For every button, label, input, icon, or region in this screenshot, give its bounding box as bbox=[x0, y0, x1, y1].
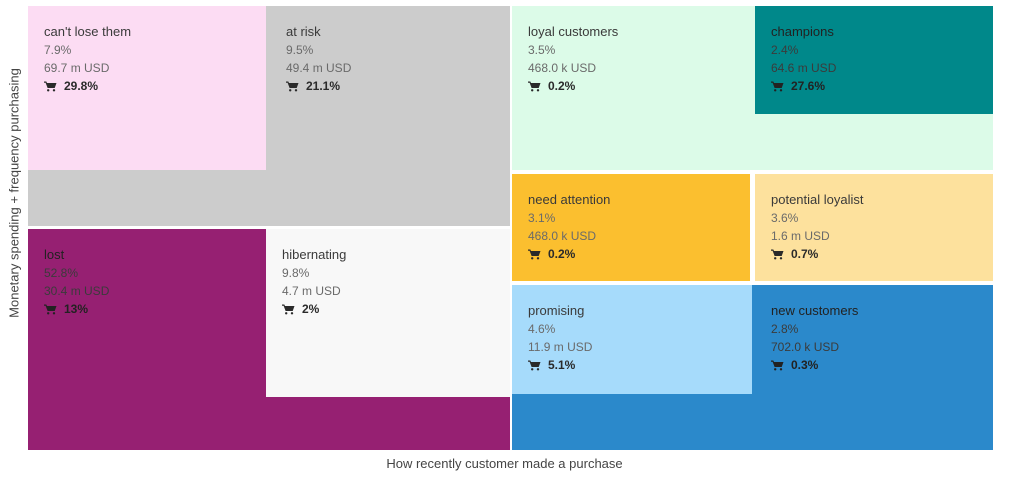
segment-revenue-share: 2% bbox=[282, 300, 496, 318]
segment-share-value: 0.3% bbox=[791, 358, 819, 372]
segment-customers-pct: 3.6% bbox=[771, 211, 799, 225]
segment-revenue: 1.6 m USD bbox=[771, 229, 830, 243]
shopping-cart-icon bbox=[771, 81, 791, 92]
segment-share-value: 0.7% bbox=[791, 247, 819, 261]
segment-customers-pct: 7.9% bbox=[44, 43, 72, 57]
segment-new-customers[interactable]: new customers 2.8% 702.0 k USD 0.3% bbox=[755, 285, 993, 450]
shopping-cart-icon bbox=[528, 360, 548, 371]
segment-lost[interactable]: lost 52.8% 30.4 m USD 13% bbox=[28, 229, 266, 450]
segment-cant-lose-them[interactable]: can't lose them 7.9% 69.7 m USD 29.8% bbox=[28, 6, 266, 170]
segment-revenue-share: 29.8% bbox=[44, 77, 252, 95]
segment-revenue: 4.7 m USD bbox=[282, 284, 341, 298]
segment-revenue: 702.0 k USD bbox=[771, 340, 840, 354]
segment-revenue-share: 27.6% bbox=[771, 77, 979, 95]
segment-revenue: 11.9 m USD bbox=[528, 340, 593, 354]
segment-revenue: 49.4 m USD bbox=[286, 61, 352, 75]
segment-revenue: 64.6 m USD bbox=[771, 61, 837, 75]
x-axis-label: How recently customer made a purchase bbox=[386, 456, 623, 471]
shopping-cart-icon bbox=[771, 249, 791, 260]
segment-name: potential loyalist bbox=[771, 192, 864, 207]
segment-name: champions bbox=[771, 24, 834, 39]
segment-name: need attention bbox=[528, 192, 611, 207]
shopping-cart-icon bbox=[528, 81, 548, 92]
segment-customers-pct: 3.5% bbox=[528, 43, 556, 57]
segment-revenue-share: 0.2% bbox=[528, 77, 738, 95]
segment-revenue-share: 13% bbox=[44, 300, 252, 318]
segment-share-value: 0.2% bbox=[548, 247, 576, 261]
segment-revenue: 30.4 m USD bbox=[44, 284, 110, 298]
segment-customers-pct: 9.8% bbox=[282, 266, 310, 280]
segment-revenue-share: 21.1% bbox=[286, 77, 496, 95]
segment-need-attention[interactable]: need attention 3.1% 468.0 k USD 0.2% bbox=[512, 174, 750, 281]
segment-customers-pct: 9.5% bbox=[286, 43, 314, 57]
segment-name: new customers bbox=[771, 303, 859, 318]
segment-champions[interactable]: champions 2.4% 64.6 m USD 27.6% bbox=[755, 6, 993, 114]
segment-loyal-customers[interactable]: loyal customers 3.5% 468.0 k USD 0.2% bbox=[512, 6, 752, 170]
segment-name: loyal customers bbox=[528, 24, 619, 39]
segment-hibernating[interactable]: hibernating 9.8% 4.7 m USD 2% bbox=[266, 229, 510, 397]
shopping-cart-icon bbox=[528, 249, 548, 260]
segment-revenue: 468.0 k USD bbox=[528, 229, 597, 243]
segment-at-risk[interactable]: at risk 9.5% 49.4 m USD 21.1% bbox=[270, 6, 510, 170]
shopping-cart-icon bbox=[282, 304, 302, 315]
segment-share-value: 0.2% bbox=[548, 79, 576, 93]
segment-revenue: 69.7 m USD bbox=[44, 61, 110, 75]
shopping-cart-icon bbox=[44, 81, 64, 92]
segment-revenue-share: 0.7% bbox=[771, 245, 979, 263]
shopping-cart-icon bbox=[771, 360, 791, 371]
segment-name: promising bbox=[528, 303, 585, 318]
segment-name: at risk bbox=[286, 24, 321, 39]
segment-potential-loyalist[interactable]: potential loyalist 3.6% 1.6 m USD 0.7% bbox=[755, 174, 993, 281]
segment-revenue-share: 0.2% bbox=[528, 245, 736, 263]
segment-share-value: 2% bbox=[302, 302, 320, 316]
shopping-cart-icon bbox=[44, 304, 64, 315]
segment-customers-pct: 52.8% bbox=[44, 266, 79, 280]
y-axis-label: Monetary spending + frequency purchasing bbox=[6, 68, 22, 318]
segment-customers-pct: 2.4% bbox=[771, 43, 799, 57]
segment-name: hibernating bbox=[282, 247, 347, 262]
segment-revenue-share: 0.3% bbox=[771, 356, 979, 374]
segment-revenue-share: 5.1% bbox=[528, 356, 738, 374]
segment-share-value: 21.1% bbox=[306, 79, 341, 93]
segment-customers-pct: 2.8% bbox=[771, 322, 799, 336]
shopping-cart-icon bbox=[286, 81, 306, 92]
segment-share-value: 27.6% bbox=[791, 79, 826, 93]
segment-revenue: 468.0 k USD bbox=[528, 61, 597, 75]
segment-customers-pct: 4.6% bbox=[528, 322, 556, 336]
segment-name: can't lose them bbox=[44, 24, 132, 39]
segment-share-value: 5.1% bbox=[548, 358, 576, 372]
segment-share-value: 29.8% bbox=[64, 79, 99, 93]
segment-promising[interactable]: promising 4.6% 11.9 m USD 5.1% bbox=[512, 285, 752, 394]
segment-customers-pct: 3.1% bbox=[528, 211, 556, 225]
segment-name: lost bbox=[44, 247, 65, 262]
segment-share-value: 13% bbox=[64, 302, 89, 316]
